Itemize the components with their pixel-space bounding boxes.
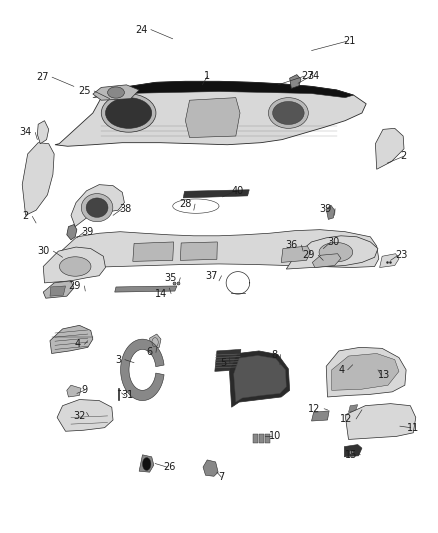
- Ellipse shape: [101, 94, 156, 132]
- Polygon shape: [55, 81, 366, 146]
- Polygon shape: [345, 403, 416, 439]
- Polygon shape: [120, 339, 164, 401]
- Ellipse shape: [81, 193, 113, 222]
- Polygon shape: [67, 224, 77, 240]
- Text: 31: 31: [121, 391, 134, 400]
- Polygon shape: [37, 120, 49, 144]
- Text: 37: 37: [206, 271, 218, 281]
- Ellipse shape: [60, 257, 91, 276]
- Polygon shape: [183, 190, 249, 198]
- Polygon shape: [259, 434, 264, 443]
- Polygon shape: [312, 254, 341, 268]
- Text: 15: 15: [345, 450, 357, 460]
- Text: 5: 5: [220, 358, 226, 368]
- Text: 29: 29: [69, 281, 81, 291]
- Text: 28: 28: [179, 199, 192, 209]
- Polygon shape: [290, 75, 301, 88]
- Polygon shape: [53, 230, 379, 269]
- Polygon shape: [253, 434, 258, 443]
- Ellipse shape: [268, 98, 308, 128]
- Text: 2: 2: [23, 212, 29, 221]
- Text: 26: 26: [163, 462, 176, 472]
- Text: 23: 23: [395, 250, 407, 260]
- Text: 4: 4: [75, 340, 81, 349]
- Polygon shape: [281, 246, 311, 262]
- Polygon shape: [286, 236, 378, 269]
- Polygon shape: [133, 242, 173, 261]
- Polygon shape: [215, 350, 241, 372]
- Text: 38: 38: [119, 204, 131, 214]
- Polygon shape: [349, 405, 358, 413]
- Polygon shape: [93, 81, 353, 98]
- Polygon shape: [22, 143, 54, 215]
- Ellipse shape: [272, 101, 304, 125]
- Polygon shape: [230, 351, 290, 407]
- Polygon shape: [326, 348, 406, 397]
- Text: 21: 21: [343, 36, 355, 46]
- Polygon shape: [311, 411, 329, 421]
- Text: 14: 14: [155, 288, 168, 298]
- Ellipse shape: [108, 87, 124, 98]
- Text: 25: 25: [78, 86, 91, 96]
- Text: 1: 1: [204, 71, 210, 81]
- Text: 8: 8: [271, 350, 277, 360]
- Text: 3: 3: [115, 354, 121, 365]
- Text: 11: 11: [407, 423, 420, 433]
- Polygon shape: [380, 254, 399, 268]
- Text: 34: 34: [307, 71, 320, 81]
- Polygon shape: [67, 385, 81, 397]
- Text: 34: 34: [20, 127, 32, 138]
- Polygon shape: [185, 98, 240, 138]
- Polygon shape: [57, 400, 113, 431]
- Polygon shape: [234, 356, 286, 402]
- Text: 39: 39: [81, 227, 93, 237]
- Text: 13: 13: [378, 370, 390, 380]
- Text: 12: 12: [308, 403, 321, 414]
- Polygon shape: [375, 128, 404, 169]
- Polygon shape: [329, 356, 367, 378]
- Text: 10: 10: [268, 431, 281, 441]
- Text: 27: 27: [36, 72, 49, 82]
- Polygon shape: [265, 434, 270, 443]
- Ellipse shape: [142, 458, 151, 471]
- Polygon shape: [332, 353, 399, 390]
- Polygon shape: [43, 247, 106, 283]
- Ellipse shape: [106, 98, 152, 128]
- Text: 29: 29: [303, 250, 315, 260]
- Text: 30: 30: [328, 237, 340, 247]
- Text: 36: 36: [286, 240, 298, 250]
- Text: 30: 30: [38, 246, 50, 256]
- Text: 27: 27: [301, 71, 314, 81]
- Polygon shape: [203, 460, 218, 477]
- Text: 6: 6: [146, 348, 152, 358]
- Text: 7: 7: [218, 472, 224, 482]
- Polygon shape: [344, 445, 362, 457]
- Text: 4: 4: [338, 365, 344, 375]
- Ellipse shape: [319, 243, 353, 262]
- Polygon shape: [93, 85, 139, 100]
- Text: 39: 39: [319, 204, 332, 214]
- Polygon shape: [50, 286, 66, 296]
- Polygon shape: [115, 286, 177, 292]
- Text: 2: 2: [400, 151, 406, 161]
- Text: 9: 9: [81, 385, 87, 395]
- Polygon shape: [150, 334, 161, 349]
- Text: 12: 12: [340, 414, 353, 424]
- Text: 32: 32: [73, 411, 85, 421]
- Polygon shape: [50, 325, 93, 353]
- Text: 40: 40: [232, 186, 244, 196]
- Polygon shape: [71, 184, 124, 227]
- Polygon shape: [139, 455, 154, 472]
- Polygon shape: [180, 242, 217, 260]
- Polygon shape: [43, 281, 74, 298]
- Ellipse shape: [86, 198, 108, 217]
- Text: 35: 35: [165, 273, 177, 283]
- Text: 24: 24: [135, 25, 148, 35]
- Polygon shape: [326, 205, 335, 220]
